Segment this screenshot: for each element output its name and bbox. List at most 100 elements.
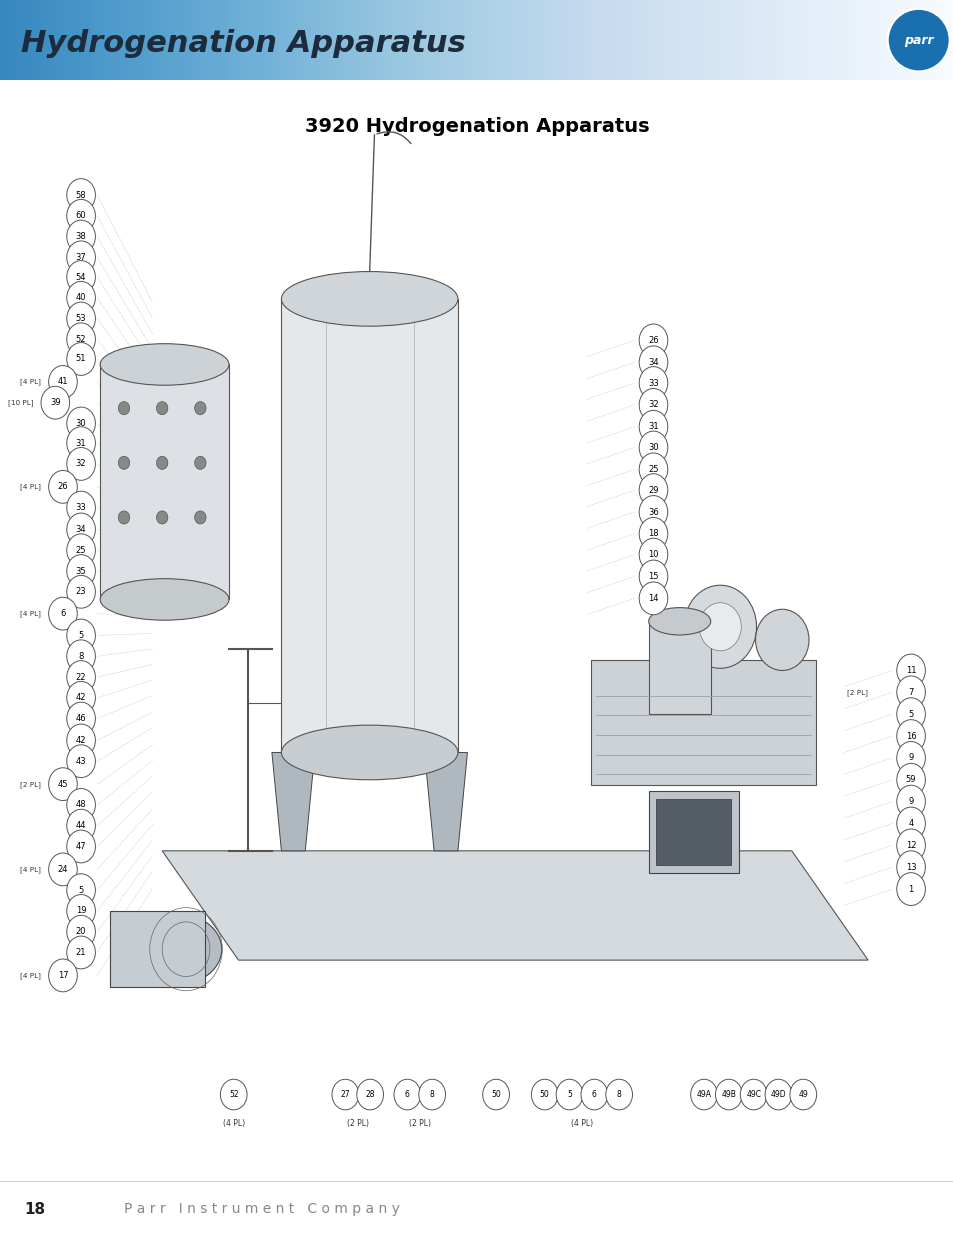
Circle shape (580, 1079, 607, 1110)
Bar (648, 790, 739, 873)
Circle shape (49, 768, 77, 800)
Circle shape (49, 960, 77, 992)
Circle shape (41, 387, 70, 419)
Text: 45: 45 (57, 779, 69, 789)
Text: 47: 47 (75, 842, 87, 851)
Circle shape (896, 829, 924, 862)
Circle shape (639, 582, 667, 615)
Text: 31: 31 (75, 438, 87, 447)
Circle shape (67, 703, 95, 735)
Text: 7: 7 (907, 688, 913, 697)
Text: 29: 29 (647, 485, 659, 495)
Text: 59: 59 (904, 776, 916, 784)
Circle shape (690, 1079, 717, 1110)
Text: 37: 37 (75, 253, 87, 262)
Text: [4 PL]: [4 PL] (20, 379, 41, 385)
Circle shape (639, 431, 667, 464)
Circle shape (639, 561, 667, 593)
Circle shape (118, 456, 130, 469)
Circle shape (67, 894, 95, 927)
Text: 49C: 49C (745, 1091, 760, 1099)
Text: 42: 42 (75, 736, 87, 745)
Bar (100, 364, 229, 599)
Text: 6: 6 (591, 1091, 597, 1099)
Text: 18: 18 (24, 1202, 45, 1216)
Circle shape (67, 534, 95, 567)
Circle shape (67, 830, 95, 863)
Text: 25: 25 (647, 464, 659, 474)
Circle shape (67, 199, 95, 232)
Circle shape (789, 1079, 816, 1110)
Circle shape (764, 1079, 791, 1110)
Text: 26: 26 (647, 336, 659, 345)
Text: 4: 4 (907, 819, 913, 827)
Circle shape (67, 809, 95, 842)
Text: 39: 39 (50, 398, 61, 408)
Circle shape (896, 785, 924, 818)
Circle shape (156, 511, 168, 524)
Text: 16: 16 (904, 731, 916, 741)
Text: 8: 8 (430, 1091, 434, 1099)
Circle shape (49, 471, 77, 503)
Text: 53: 53 (75, 314, 87, 324)
Circle shape (639, 346, 667, 379)
Text: 50: 50 (491, 1091, 500, 1099)
Text: 17: 17 (57, 971, 69, 979)
Circle shape (118, 401, 130, 415)
Circle shape (639, 453, 667, 485)
Text: 32: 32 (75, 459, 87, 468)
Circle shape (896, 873, 924, 905)
Text: 49D: 49D (770, 1091, 785, 1099)
Circle shape (49, 366, 77, 399)
Text: 54: 54 (75, 273, 87, 282)
Bar (591, 659, 815, 785)
Circle shape (156, 456, 168, 469)
Circle shape (755, 609, 808, 671)
Circle shape (639, 324, 667, 357)
Ellipse shape (281, 725, 457, 779)
Circle shape (194, 456, 206, 469)
Text: 49: 49 (798, 1091, 807, 1099)
Circle shape (740, 1079, 766, 1110)
Text: 22: 22 (75, 673, 87, 682)
Circle shape (418, 1079, 445, 1110)
Circle shape (67, 447, 95, 480)
Circle shape (639, 495, 667, 529)
Circle shape (896, 851, 924, 883)
Text: 9: 9 (907, 797, 913, 806)
Text: 25: 25 (75, 546, 87, 555)
Ellipse shape (100, 579, 229, 620)
Circle shape (896, 808, 924, 840)
Text: 30: 30 (647, 443, 659, 452)
Circle shape (67, 303, 95, 335)
Text: 27: 27 (340, 1091, 350, 1099)
Circle shape (67, 261, 95, 294)
Circle shape (194, 511, 206, 524)
Text: 50: 50 (539, 1091, 549, 1099)
Text: 48: 48 (75, 800, 87, 809)
Text: 28: 28 (365, 1091, 375, 1099)
Circle shape (67, 576, 95, 608)
Circle shape (67, 640, 95, 673)
Ellipse shape (100, 343, 229, 385)
Text: 5: 5 (907, 710, 913, 719)
Text: 26: 26 (57, 483, 69, 492)
Circle shape (699, 603, 740, 651)
Text: [4 PL]: [4 PL] (20, 483, 41, 490)
Text: 49B: 49B (720, 1091, 736, 1099)
Text: 23: 23 (75, 588, 87, 597)
Text: 20: 20 (75, 927, 87, 936)
Circle shape (639, 538, 667, 571)
Circle shape (482, 1079, 509, 1110)
Circle shape (639, 474, 667, 506)
Text: 38: 38 (75, 232, 87, 241)
Text: 9: 9 (907, 753, 913, 762)
Text: (2 PL): (2 PL) (346, 1119, 369, 1128)
Text: 35: 35 (75, 567, 87, 576)
Text: 19: 19 (75, 906, 87, 915)
Text: 5: 5 (78, 885, 84, 894)
Polygon shape (272, 752, 314, 851)
Circle shape (67, 915, 95, 948)
Bar (656, 799, 730, 864)
Text: 34: 34 (647, 358, 659, 367)
